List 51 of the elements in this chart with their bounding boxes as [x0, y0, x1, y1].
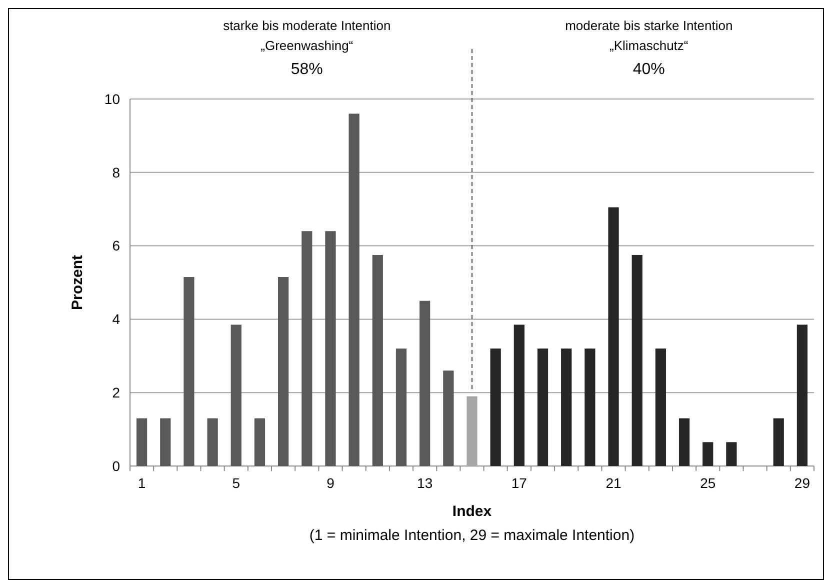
- bar: [160, 418, 171, 466]
- bar: [254, 418, 266, 466]
- text: „Klimaschutz“: [610, 38, 688, 53]
- y-axis-title: Prozent: [69, 254, 86, 310]
- text: „Greenwashing“: [260, 38, 354, 53]
- bar: [230, 324, 242, 466]
- bar: [514, 324, 524, 466]
- x-tick-label: 9: [326, 475, 335, 491]
- bar: [443, 370, 454, 466]
- x-tick-label: 29: [794, 475, 810, 491]
- x-tick-label: 1: [138, 475, 146, 491]
- bar: [584, 348, 596, 466]
- bar: [608, 207, 619, 466]
- bar: [702, 442, 714, 466]
- bar: [561, 348, 572, 466]
- bar: [396, 348, 407, 466]
- text: (1 = minimale Intention, 29 = maximale Intention): [309, 527, 635, 544]
- x-tick-label: 5: [232, 475, 240, 491]
- x-tick-label: 25: [700, 475, 716, 491]
- text: 58%: [290, 61, 323, 78]
- y-tick-label: 4: [112, 311, 120, 328]
- text: starke bis moderate Intention: [223, 18, 391, 33]
- bar: [184, 276, 194, 466]
- bar: [325, 231, 336, 466]
- x-axis-title: Index: [452, 503, 492, 520]
- bar: [207, 418, 218, 466]
- bar: [773, 418, 784, 466]
- bar: [796, 324, 808, 466]
- bar: [348, 114, 360, 466]
- x-tick-label: 21: [606, 475, 622, 491]
- y-tick-label: 6: [112, 238, 120, 254]
- bar: [655, 348, 666, 466]
- bar: [537, 348, 548, 466]
- bar: [678, 418, 690, 466]
- bar: [632, 254, 642, 466]
- bar: [466, 396, 478, 466]
- y-tick-label: 10: [104, 90, 120, 107]
- bar: [136, 418, 148, 466]
- bar: [302, 231, 312, 466]
- x-tick-label: 17: [511, 475, 528, 491]
- bar: [726, 442, 737, 466]
- y-tick-label: 8: [112, 164, 120, 180]
- bar: [372, 254, 383, 466]
- bar: [278, 276, 289, 466]
- x-tick-label: 13: [417, 475, 433, 491]
- y-tick-label: 2: [112, 384, 120, 400]
- y-tick-label: 0: [112, 458, 120, 474]
- text: 40%: [632, 61, 665, 78]
- text: moderate bis starke Intention: [565, 18, 733, 33]
- bar: [420, 300, 430, 466]
- bar: [490, 348, 501, 466]
